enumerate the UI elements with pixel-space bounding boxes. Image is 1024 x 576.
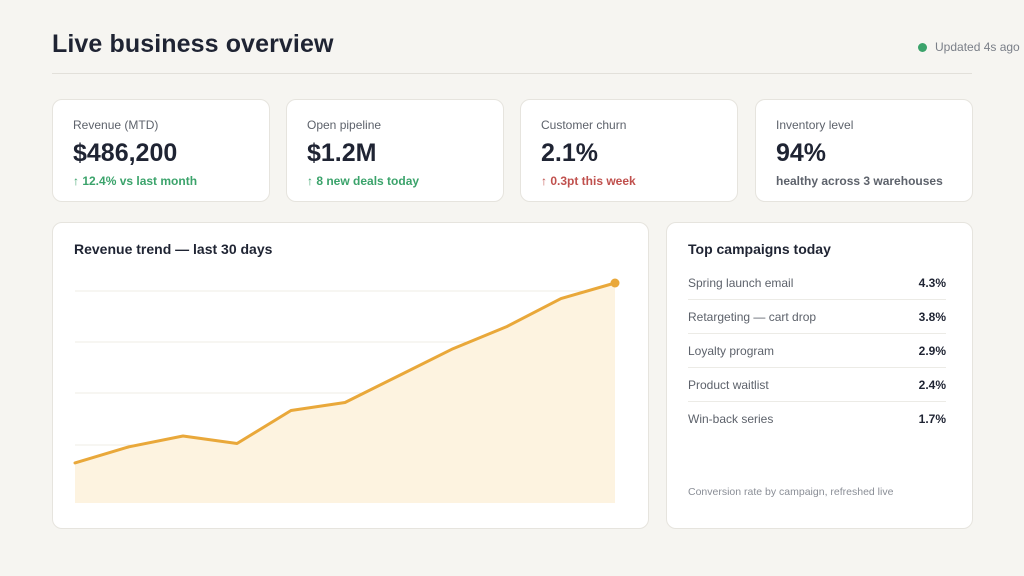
kpi-value: 2.1% (541, 139, 598, 167)
chart-title: Revenue trend — last 30 days (74, 241, 273, 257)
campaign-name: Retargeting — cart drop (688, 309, 817, 324)
kpi-label: Customer churn (541, 118, 627, 132)
data-point[interactable] (342, 400, 348, 406)
campaign-list: Spring launch email 4.3% Retargeting — c… (688, 266, 946, 436)
kpi-value: 94% (776, 139, 827, 167)
campaign-name: Spring launch email (688, 275, 794, 290)
kpi-delta: healthy across 3 warehouses (776, 174, 943, 188)
kpi-label: Inventory level (776, 118, 854, 132)
status-dot-icon (918, 42, 927, 52)
campaign-row[interactable]: Spring launch email 4.3% (688, 266, 946, 300)
kpi-card-churn[interactable]: Customer churn 2.1% ↑ 0.3pt this week (520, 99, 738, 202)
live-status: Updated 4s ago (918, 40, 1020, 54)
campaign-rate: 2.4% (918, 377, 946, 392)
campaign-name: Loyalty program (688, 343, 775, 358)
data-point[interactable] (450, 346, 456, 352)
kpi-card-revenue[interactable]: Revenue (MTD) $486,200 ↑ 12.4% vs last m… (52, 99, 270, 202)
data-point[interactable] (396, 373, 402, 379)
revenue-trend-chart[interactable] (53, 223, 650, 530)
data-point[interactable] (234, 441, 240, 447)
kpi-label: Open pipeline (307, 118, 382, 132)
page-title: Live business overview (52, 30, 334, 58)
campaign-row[interactable]: Retargeting — cart drop 3.8% (688, 300, 946, 334)
data-point[interactable] (72, 460, 78, 466)
kpi-delta: ↑ 8 new deals today (307, 174, 420, 188)
latest-point-marker[interactable] (610, 278, 620, 288)
campaign-rate: 2.9% (918, 343, 946, 358)
top-campaigns-card: Top campaigns today Spring launch email … (666, 222, 973, 529)
kpi-value: $1.2M (307, 139, 377, 167)
campaign-row[interactable]: Loyalty program 2.9% (688, 334, 946, 368)
data-point[interactable] (288, 408, 294, 414)
campaigns-title: Top campaigns today (688, 241, 831, 257)
campaign-row[interactable]: Win-back series 1.7% (688, 402, 946, 436)
revenue-trend-card: Revenue trend — last 30 days (52, 222, 649, 529)
header: Live business overview Updated 4s ago (52, 0, 1020, 74)
campaign-rate: 4.3% (918, 275, 946, 290)
campaign-name: Win-back series (688, 412, 774, 426)
status-text: Updated 4s ago (935, 40, 1020, 54)
data-point[interactable] (558, 296, 564, 302)
kpi-value: $486,200 (73, 139, 178, 167)
kpi-delta: ↑ 0.3pt this week (541, 174, 636, 188)
revenue-line (73, 281, 617, 465)
campaign-name: Product waitlist (688, 377, 769, 392)
data-point[interactable] (504, 324, 510, 330)
campaign-rate: 1.7% (918, 412, 946, 426)
data-point[interactable] (126, 444, 132, 450)
campaigns-footnote: Conversion rate by campaign, refreshed l… (688, 486, 894, 498)
kpi-delta: ↑ 12.4% vs last month (73, 174, 198, 188)
campaign-row[interactable]: Product waitlist 2.4% (688, 368, 946, 402)
kpi-card-pipeline[interactable]: Open pipeline $1.2M ↑ 8 new deals today (286, 99, 504, 202)
kpi-label: Revenue (MTD) (73, 118, 159, 132)
data-point[interactable] (180, 433, 186, 439)
campaign-rate: 3.8% (918, 309, 946, 324)
kpi-card-inventory[interactable]: Inventory level 94% healthy across 3 war… (755, 99, 973, 202)
